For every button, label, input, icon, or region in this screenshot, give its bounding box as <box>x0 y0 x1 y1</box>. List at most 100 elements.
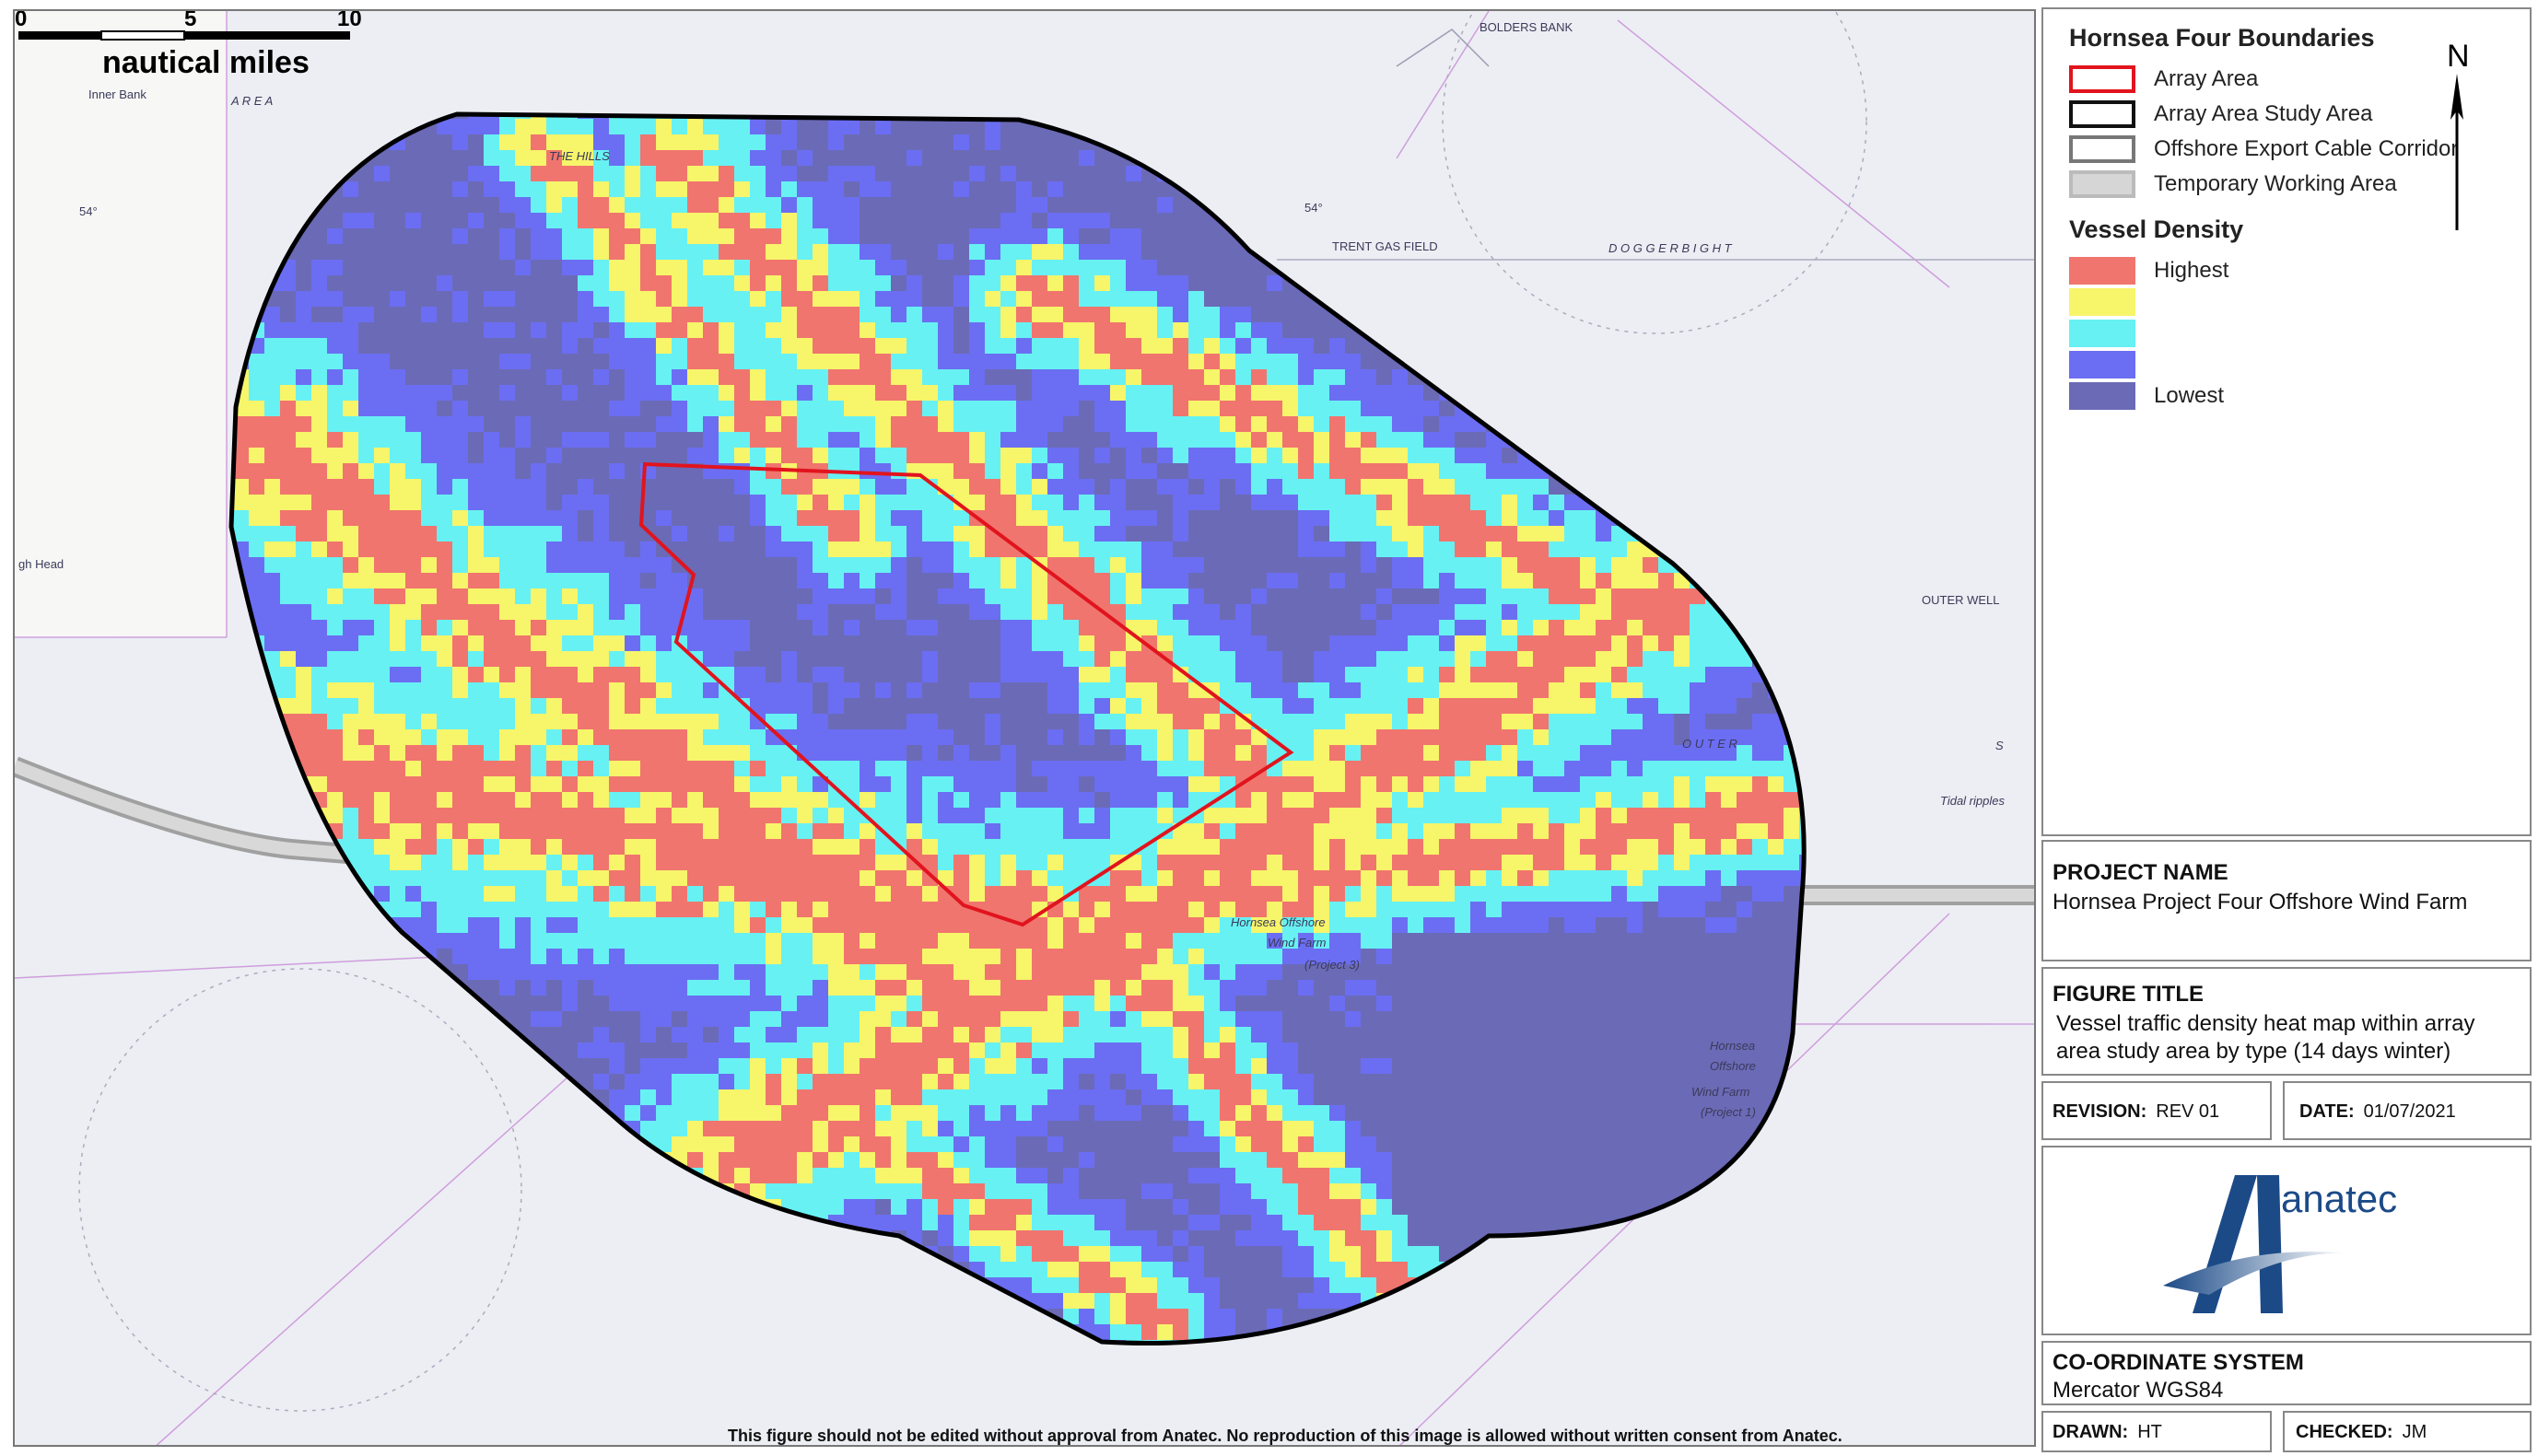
density-cell <box>1533 729 1549 745</box>
density-cell <box>938 228 953 244</box>
density-cell <box>1047 542 1063 557</box>
density-cell <box>703 573 719 588</box>
density-cell <box>750 369 766 385</box>
density-cell <box>640 510 656 526</box>
density-cell <box>1502 557 1517 573</box>
density-cell <box>1361 573 1376 588</box>
density-cell <box>1079 495 1094 510</box>
density-cell <box>953 479 969 495</box>
density-cell <box>452 416 468 432</box>
density-cell <box>1220 823 1235 839</box>
density-cell <box>891 745 906 761</box>
density-cell <box>327 479 343 495</box>
density-cell <box>1470 588 1486 604</box>
density-cell <box>1094 150 1110 166</box>
density-cell <box>1392 432 1408 448</box>
density-cell <box>1079 166 1094 181</box>
density-cell <box>327 635 343 651</box>
density-cell <box>1141 604 1157 620</box>
density-cell <box>969 557 985 573</box>
density-cell <box>844 682 860 698</box>
density-cell <box>906 620 922 635</box>
density-cell <box>734 557 750 573</box>
density-cell <box>1157 275 1173 291</box>
density-cell <box>1016 698 1032 714</box>
density-cell <box>1157 808 1173 823</box>
density-cell <box>766 307 781 322</box>
density-cell <box>1188 244 1204 260</box>
density-cell <box>1298 338 1314 354</box>
density-cell <box>311 698 327 714</box>
density-cell <box>578 307 593 322</box>
density-cell <box>1329 745 1345 761</box>
density-cell <box>922 542 938 557</box>
density-cell <box>750 416 766 432</box>
density-cell <box>1329 761 1345 776</box>
density-cell <box>1032 260 1047 275</box>
density-cell <box>343 260 358 275</box>
density-cell <box>1251 573 1267 588</box>
density-cell <box>1502 526 1517 542</box>
density-cell <box>969 260 985 275</box>
density-cell <box>1110 495 1126 510</box>
density-cell <box>1298 729 1314 745</box>
density-cell <box>1094 588 1110 604</box>
density-cell <box>1392 745 1408 761</box>
density-cell <box>562 510 578 526</box>
density-cell <box>1220 510 1235 526</box>
density-cell <box>687 322 703 338</box>
density-cell <box>280 557 296 573</box>
density-cell <box>719 416 734 432</box>
density-cell <box>327 416 343 432</box>
density-cell <box>531 479 546 495</box>
density-cell <box>844 635 860 651</box>
density-cell <box>656 620 672 635</box>
density-cell <box>891 260 906 275</box>
density-cell <box>609 463 625 479</box>
density-cell <box>1580 729 1596 745</box>
density-cell <box>578 604 593 620</box>
density-cell <box>1705 651 1721 667</box>
density-cell <box>484 448 499 463</box>
density-cell <box>531 134 546 150</box>
density-cell <box>985 776 1000 792</box>
density-cell <box>891 150 906 166</box>
density-cell <box>1580 792 1596 808</box>
density-cell <box>1455 542 1470 557</box>
density-cell <box>374 338 390 354</box>
density-cell <box>484 401 499 416</box>
density-cell <box>515 150 531 166</box>
density-cell <box>828 620 844 635</box>
density-cell <box>327 745 343 761</box>
density-cell <box>531 150 546 166</box>
density-cell <box>985 244 1000 260</box>
density-cell <box>1094 698 1110 714</box>
density-cell <box>311 432 327 448</box>
density-cell <box>922 761 938 776</box>
density-cell <box>1173 463 1188 479</box>
density-cell <box>1533 542 1549 557</box>
density-cell <box>813 307 828 322</box>
density-cell <box>1251 635 1267 651</box>
density-cell <box>1188 839 1204 855</box>
density-cell <box>1611 604 1627 620</box>
density-cell <box>891 432 906 448</box>
density-cell <box>1000 667 1016 682</box>
density-cell <box>1141 526 1157 542</box>
density-cell <box>327 307 343 322</box>
density-cell <box>280 495 296 510</box>
density-cell <box>264 416 280 432</box>
density-cell <box>1721 776 1737 792</box>
density-cell <box>296 573 311 588</box>
density-cell <box>421 839 437 855</box>
density-cell <box>562 620 578 635</box>
density-cell <box>687 729 703 745</box>
density-cell <box>1564 557 1580 573</box>
density-cell <box>1047 166 1063 181</box>
density-cell <box>1517 463 1533 479</box>
density-cell <box>1267 588 1282 604</box>
density-cell <box>1329 808 1345 823</box>
density-cell <box>1721 745 1737 761</box>
density-cell <box>1079 338 1094 354</box>
density-cell <box>1611 620 1627 635</box>
